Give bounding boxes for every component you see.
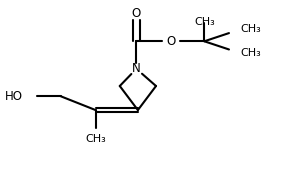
- Text: O: O: [132, 7, 141, 20]
- Text: CH₃: CH₃: [240, 48, 261, 58]
- Text: HO: HO: [5, 90, 22, 103]
- Text: CH₃: CH₃: [194, 17, 215, 27]
- Text: N: N: [132, 62, 141, 75]
- Text: CH₃: CH₃: [85, 134, 106, 144]
- Text: O: O: [167, 35, 176, 48]
- Text: CH₃: CH₃: [240, 24, 261, 34]
